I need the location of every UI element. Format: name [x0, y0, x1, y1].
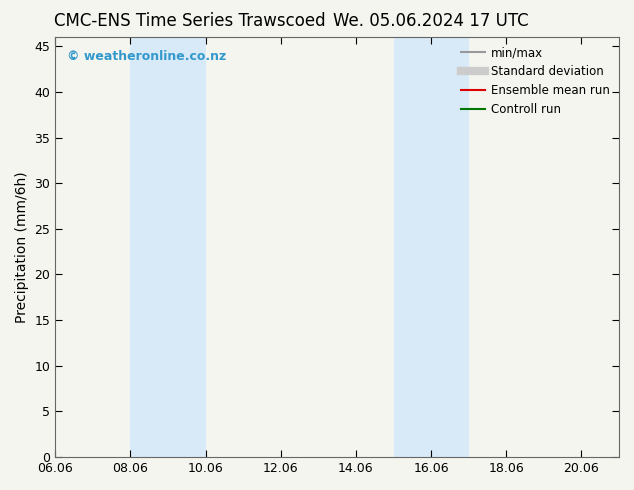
Bar [131, 37, 205, 457]
Bar [431, 37, 469, 457]
Legend: min/max, Standard deviation, Ensemble mean run, Controll run: min/max, Standard deviation, Ensemble me… [458, 43, 613, 120]
Y-axis label: Precipitation (mm/6h): Precipitation (mm/6h) [15, 172, 29, 323]
Text: We. 05.06.2024 17 UTC: We. 05.06.2024 17 UTC [333, 12, 529, 30]
Text: © weatheronline.co.nz: © weatheronline.co.nz [67, 49, 226, 63]
Bar [394, 37, 431, 457]
Text: CMC-ENS Time Series Trawscoed: CMC-ENS Time Series Trawscoed [55, 12, 326, 30]
